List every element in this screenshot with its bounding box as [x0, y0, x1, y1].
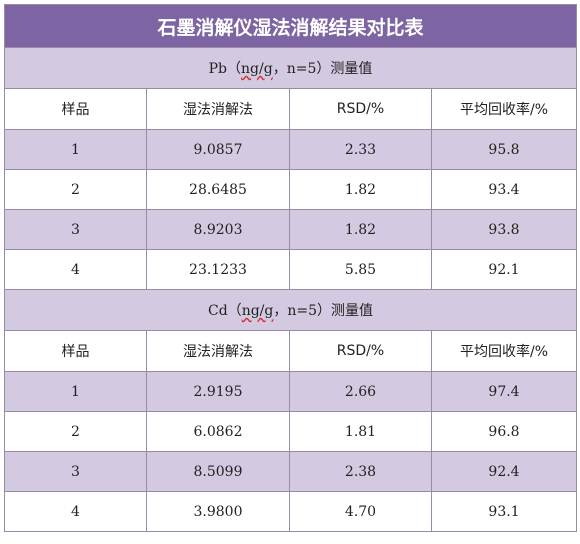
cell-recovery: 93.4	[430, 169, 578, 210]
table-row: 2 28.6485 1.82 93.4	[4, 169, 578, 210]
column-header-rsd: RSD/%	[289, 330, 432, 372]
column-header-sample: 样品	[4, 88, 147, 130]
table-row: 3 8.5099 2.38 92.4	[4, 451, 578, 492]
cell-recovery: 97.4	[430, 371, 578, 412]
cell-rsd: 1.81	[289, 411, 432, 452]
cell-method: 6.0862	[146, 411, 290, 452]
cell-method: 2.9195	[146, 371, 290, 412]
column-header-recovery: 平均回收率/%	[430, 330, 578, 372]
cell-method: 9.0857	[146, 129, 290, 170]
cell-rsd: 4.70	[289, 491, 432, 532]
results-table-container: 石墨消解仪湿法消解结果对比表 Pb（ng/g，n=5）测量值 样品 湿法消解法 …	[3, 4, 578, 532]
section-label-cd: Cd（ng/g，n=5）测量值	[3, 289, 578, 331]
column-header-sample: 样品	[4, 330, 147, 372]
cell-method: 23.1233	[146, 249, 290, 290]
table-row: 4 3.9800 4.70 93.1	[4, 491, 578, 532]
section-label-prefix: Cd（	[208, 303, 242, 319]
cell-recovery: 93.8	[430, 209, 578, 250]
table-row: 1 9.0857 2.33 95.8	[4, 129, 578, 170]
cell-rsd: 2.38	[289, 451, 432, 492]
section-label-unit: ng/g	[241, 61, 273, 77]
column-header-row: 样品 湿法消解法 RSD/% 平均回收率/%	[4, 88, 578, 130]
cell-rsd: 1.82	[289, 169, 432, 210]
section-label-prefix: Pb（	[208, 61, 242, 77]
column-header-method: 湿法消解法	[146, 330, 290, 372]
table-row: 3 8.9203 1.82 93.8	[4, 209, 578, 250]
section-label-pb: Pb（ng/g，n=5）测量值	[3, 47, 578, 89]
cell-rsd: 2.66	[289, 371, 432, 412]
column-header-row: 样品 湿法消解法 RSD/% 平均回收率/%	[4, 330, 578, 372]
cell-sample: 2	[4, 169, 147, 210]
cell-rsd: 5.85	[289, 249, 432, 290]
cell-rsd: 2.33	[289, 129, 432, 170]
cell-recovery: 95.8	[430, 129, 578, 170]
cell-sample: 3	[4, 451, 147, 492]
cell-sample: 4	[4, 491, 147, 532]
table-row: 1 2.9195 2.66 97.4	[4, 371, 578, 412]
column-header-recovery: 平均回收率/%	[430, 88, 578, 130]
cell-sample: 4	[4, 249, 147, 290]
cell-method: 8.9203	[146, 209, 290, 250]
cell-recovery: 96.8	[430, 411, 578, 452]
section-label-suffix: ，n=5）测量值	[273, 303, 374, 319]
section-label-suffix: ，n=5）测量值	[272, 61, 373, 77]
cell-method: 8.5099	[146, 451, 290, 492]
cell-rsd: 1.82	[289, 209, 432, 250]
cell-recovery: 92.4	[430, 451, 578, 492]
section-label-unit: ng/g	[241, 303, 274, 319]
cell-recovery: 93.1	[430, 491, 578, 532]
column-header-method: 湿法消解法	[146, 88, 290, 130]
column-header-rsd: RSD/%	[289, 88, 432, 130]
cell-sample: 2	[4, 411, 147, 452]
cell-method: 28.6485	[146, 169, 290, 210]
table-row: 4 23.1233 5.85 92.1	[4, 249, 578, 290]
cell-sample: 1	[4, 129, 147, 170]
cell-sample: 1	[4, 371, 147, 412]
cell-sample: 3	[4, 209, 147, 250]
table-title: 石墨消解仪湿法消解结果对比表	[3, 4, 578, 48]
results-table: 石墨消解仪湿法消解结果对比表 Pb（ng/g，n=5）测量值 样品 湿法消解法 …	[3, 4, 578, 532]
cell-method: 3.9800	[146, 491, 290, 532]
table-row: 2 6.0862 1.81 96.8	[4, 411, 578, 452]
cell-recovery: 92.1	[430, 249, 578, 290]
